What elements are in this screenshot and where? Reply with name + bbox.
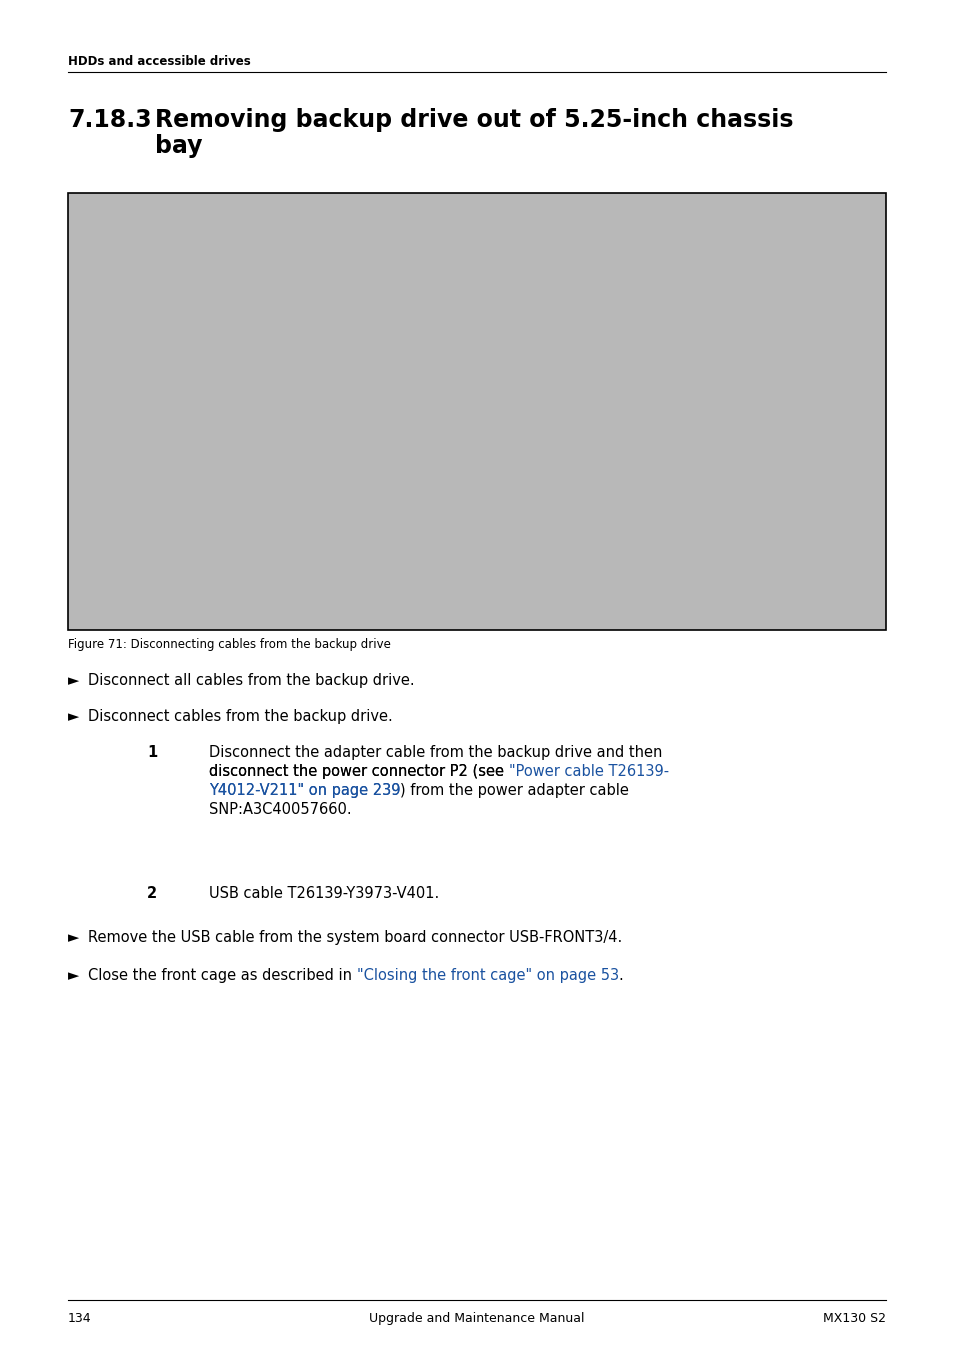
Text: HDDs and accessible drives: HDDs and accessible drives (68, 55, 251, 67)
Text: Y4012-V211" on page 239: Y4012-V211" on page 239 (209, 782, 400, 799)
Bar (68, 193, 885, 630)
Text: Disconnect the adapter cable from the backup drive and then: Disconnect the adapter cable from the ba… (209, 745, 661, 759)
Text: ►: ► (68, 929, 79, 946)
Text: .: . (618, 969, 623, 983)
Text: 1: 1 (147, 745, 157, 759)
Text: "Power cable T26139-: "Power cable T26139- (508, 764, 668, 778)
Text: USB cable T26139-Y3973-V401.: USB cable T26139-Y3973-V401. (209, 886, 438, 901)
Text: ►: ► (68, 710, 79, 724)
Text: Removing backup drive out of 5.25-inch chassis: Removing backup drive out of 5.25-inch c… (154, 108, 793, 132)
Text: ) from the power adapter cable: ) from the power adapter cable (400, 782, 629, 799)
Text: Disconnect cables from the backup drive.: Disconnect cables from the backup drive. (88, 710, 393, 724)
Text: SNP:A3C40057660.: SNP:A3C40057660. (209, 803, 352, 817)
Text: Y4012-V211" on page 239: Y4012-V211" on page 239 (209, 782, 400, 799)
Text: "Closing the front cage" on page 53: "Closing the front cage" on page 53 (356, 969, 618, 983)
Text: Remove the USB cable from the system board connector USB-FRONT3/4.: Remove the USB cable from the system boa… (88, 929, 621, 946)
Text: 134: 134 (68, 1313, 91, 1325)
Text: ►: ► (68, 969, 79, 983)
Text: Close the front cage as described in: Close the front cage as described in (88, 969, 356, 983)
Text: Figure 71: Disconnecting cables from the backup drive: Figure 71: Disconnecting cables from the… (68, 638, 391, 652)
Text: Upgrade and Maintenance Manual: Upgrade and Maintenance Manual (369, 1313, 584, 1325)
Text: disconnect the power connector P2 (see: disconnect the power connector P2 (see (209, 764, 508, 778)
Text: ►: ► (68, 673, 79, 688)
Text: 2: 2 (147, 886, 157, 901)
Text: MX130 S2: MX130 S2 (822, 1313, 885, 1325)
Text: disconnect the power connector P2 (see: disconnect the power connector P2 (see (209, 764, 508, 778)
Text: bay: bay (154, 135, 202, 158)
Text: 7.18.3: 7.18.3 (68, 108, 152, 132)
Text: Disconnect all cables from the backup drive.: Disconnect all cables from the backup dr… (88, 673, 415, 688)
